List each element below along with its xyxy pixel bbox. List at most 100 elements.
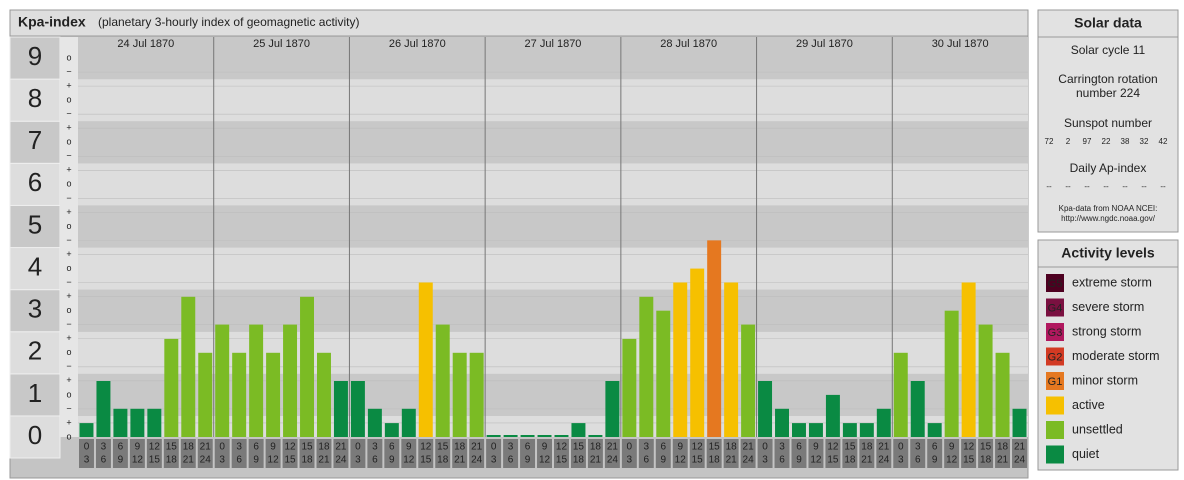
chart-subtitle: (planetary 3-hourly index of geomagnetic… [98,15,359,29]
hour-start: 21 [335,442,347,453]
hour-end: 3 [84,455,90,466]
hour-box [197,439,213,468]
sunspot-title: Sunspot number [1064,116,1152,130]
hour-end: 6 [508,455,514,466]
hour-start: 3 [101,442,107,453]
hour-start: 21 [743,442,755,453]
kp-bar [418,282,433,437]
hour-end: 21 [861,455,873,466]
grid-band [78,205,1028,248]
hour-box [961,439,977,468]
y-tick-label: 4 [28,251,42,281]
hour-end: 24 [607,455,619,466]
hour-end: 18 [980,455,992,466]
sunspot-value: 42 [1159,137,1168,146]
kp-bar [333,381,348,437]
hour-box [893,439,909,468]
hour-end: 15 [149,455,161,466]
kp-bar [893,352,908,437]
ap-value: -- [1122,182,1128,191]
hour-start: 15 [437,442,449,453]
ap-value: -- [1141,182,1147,191]
hour-box [927,439,943,468]
hour-start: 0 [627,442,633,453]
grid-band [78,163,1028,206]
carrington-box: Carrington rotation number 224 [1058,72,1157,100]
hour-end: 24 [743,455,755,466]
kp-bar [435,324,450,437]
ap-value: -- [1160,182,1166,191]
kp-bar [978,324,993,437]
kp-bar [859,423,874,437]
hour-start: 9 [813,442,819,453]
kp-bar [96,381,111,437]
hour-end: 9 [118,455,124,466]
chart-title: Kpa-index [18,14,86,30]
kp-bar [317,352,331,437]
hour-box [180,439,196,468]
hour-box [452,439,468,468]
ap-value: -- [1065,182,1071,191]
hour-box [333,439,349,468]
hour-box [367,439,383,468]
hour-end: 21 [590,455,602,466]
sunspot-value: 2 [1066,137,1071,146]
kp-bar [673,282,688,437]
hour-end: 9 [660,455,666,466]
hour-start: 15 [844,442,856,453]
y-tick-box [9,162,61,206]
hour-start: 9 [406,442,412,453]
level-swatch [1046,396,1064,415]
level-swatch [1046,298,1064,317]
kp-bar [452,352,467,437]
hour-start: 6 [118,442,124,453]
hour-box [876,439,892,468]
ap-title: Daily Ap-index [1070,161,1147,175]
y-tick-label: 7 [28,125,42,155]
hour-end: 21 [183,455,195,466]
kp-bar [910,381,925,437]
kp-bar [758,381,773,437]
hour-box [944,439,960,468]
hour-end: 3 [219,455,225,466]
hour-box [231,439,247,468]
kp-bar [927,423,942,437]
minor-tick-label: o [66,263,71,273]
minor-tick-label: − [66,151,71,161]
kp-bar [503,435,518,437]
hour-start: 18 [726,442,738,453]
hour-end: 24 [878,455,890,466]
hour-box [554,439,569,468]
hour-box [520,439,536,468]
hour-start: 18 [454,442,466,453]
hour-start: 3 [915,442,921,453]
hour-start: 6 [660,442,666,453]
hour-box [689,439,705,468]
kp-bar [808,423,823,437]
hour-end: 18 [844,455,856,466]
hour-box [791,439,807,468]
level-badge: G1 [1048,376,1063,388]
y-tick-label: 2 [28,336,42,366]
hour-box [995,439,1011,468]
grid-band [78,121,1028,164]
hour-box [723,439,739,468]
hour-start: 12 [963,442,975,453]
hour-start: 0 [491,442,497,453]
hour-start: 9 [135,442,141,453]
hour-end: 3 [762,455,768,466]
hour-end: 21 [726,455,738,466]
source: Kpa-data from NOAA NCEI: [1059,204,1158,213]
hour-start: 9 [677,442,683,453]
hour-start: 18 [318,442,330,453]
hour-box [265,439,281,468]
kp-bar [944,310,959,437]
y-tick-label: 9 [28,41,42,71]
hour-start: 15 [709,442,721,453]
hour-box [842,439,858,468]
hour-start: 21 [1014,442,1026,453]
hour-box [469,439,485,468]
hour-end: 12 [403,455,415,466]
minor-tick-label: − [66,235,71,245]
hour-box [299,439,315,468]
